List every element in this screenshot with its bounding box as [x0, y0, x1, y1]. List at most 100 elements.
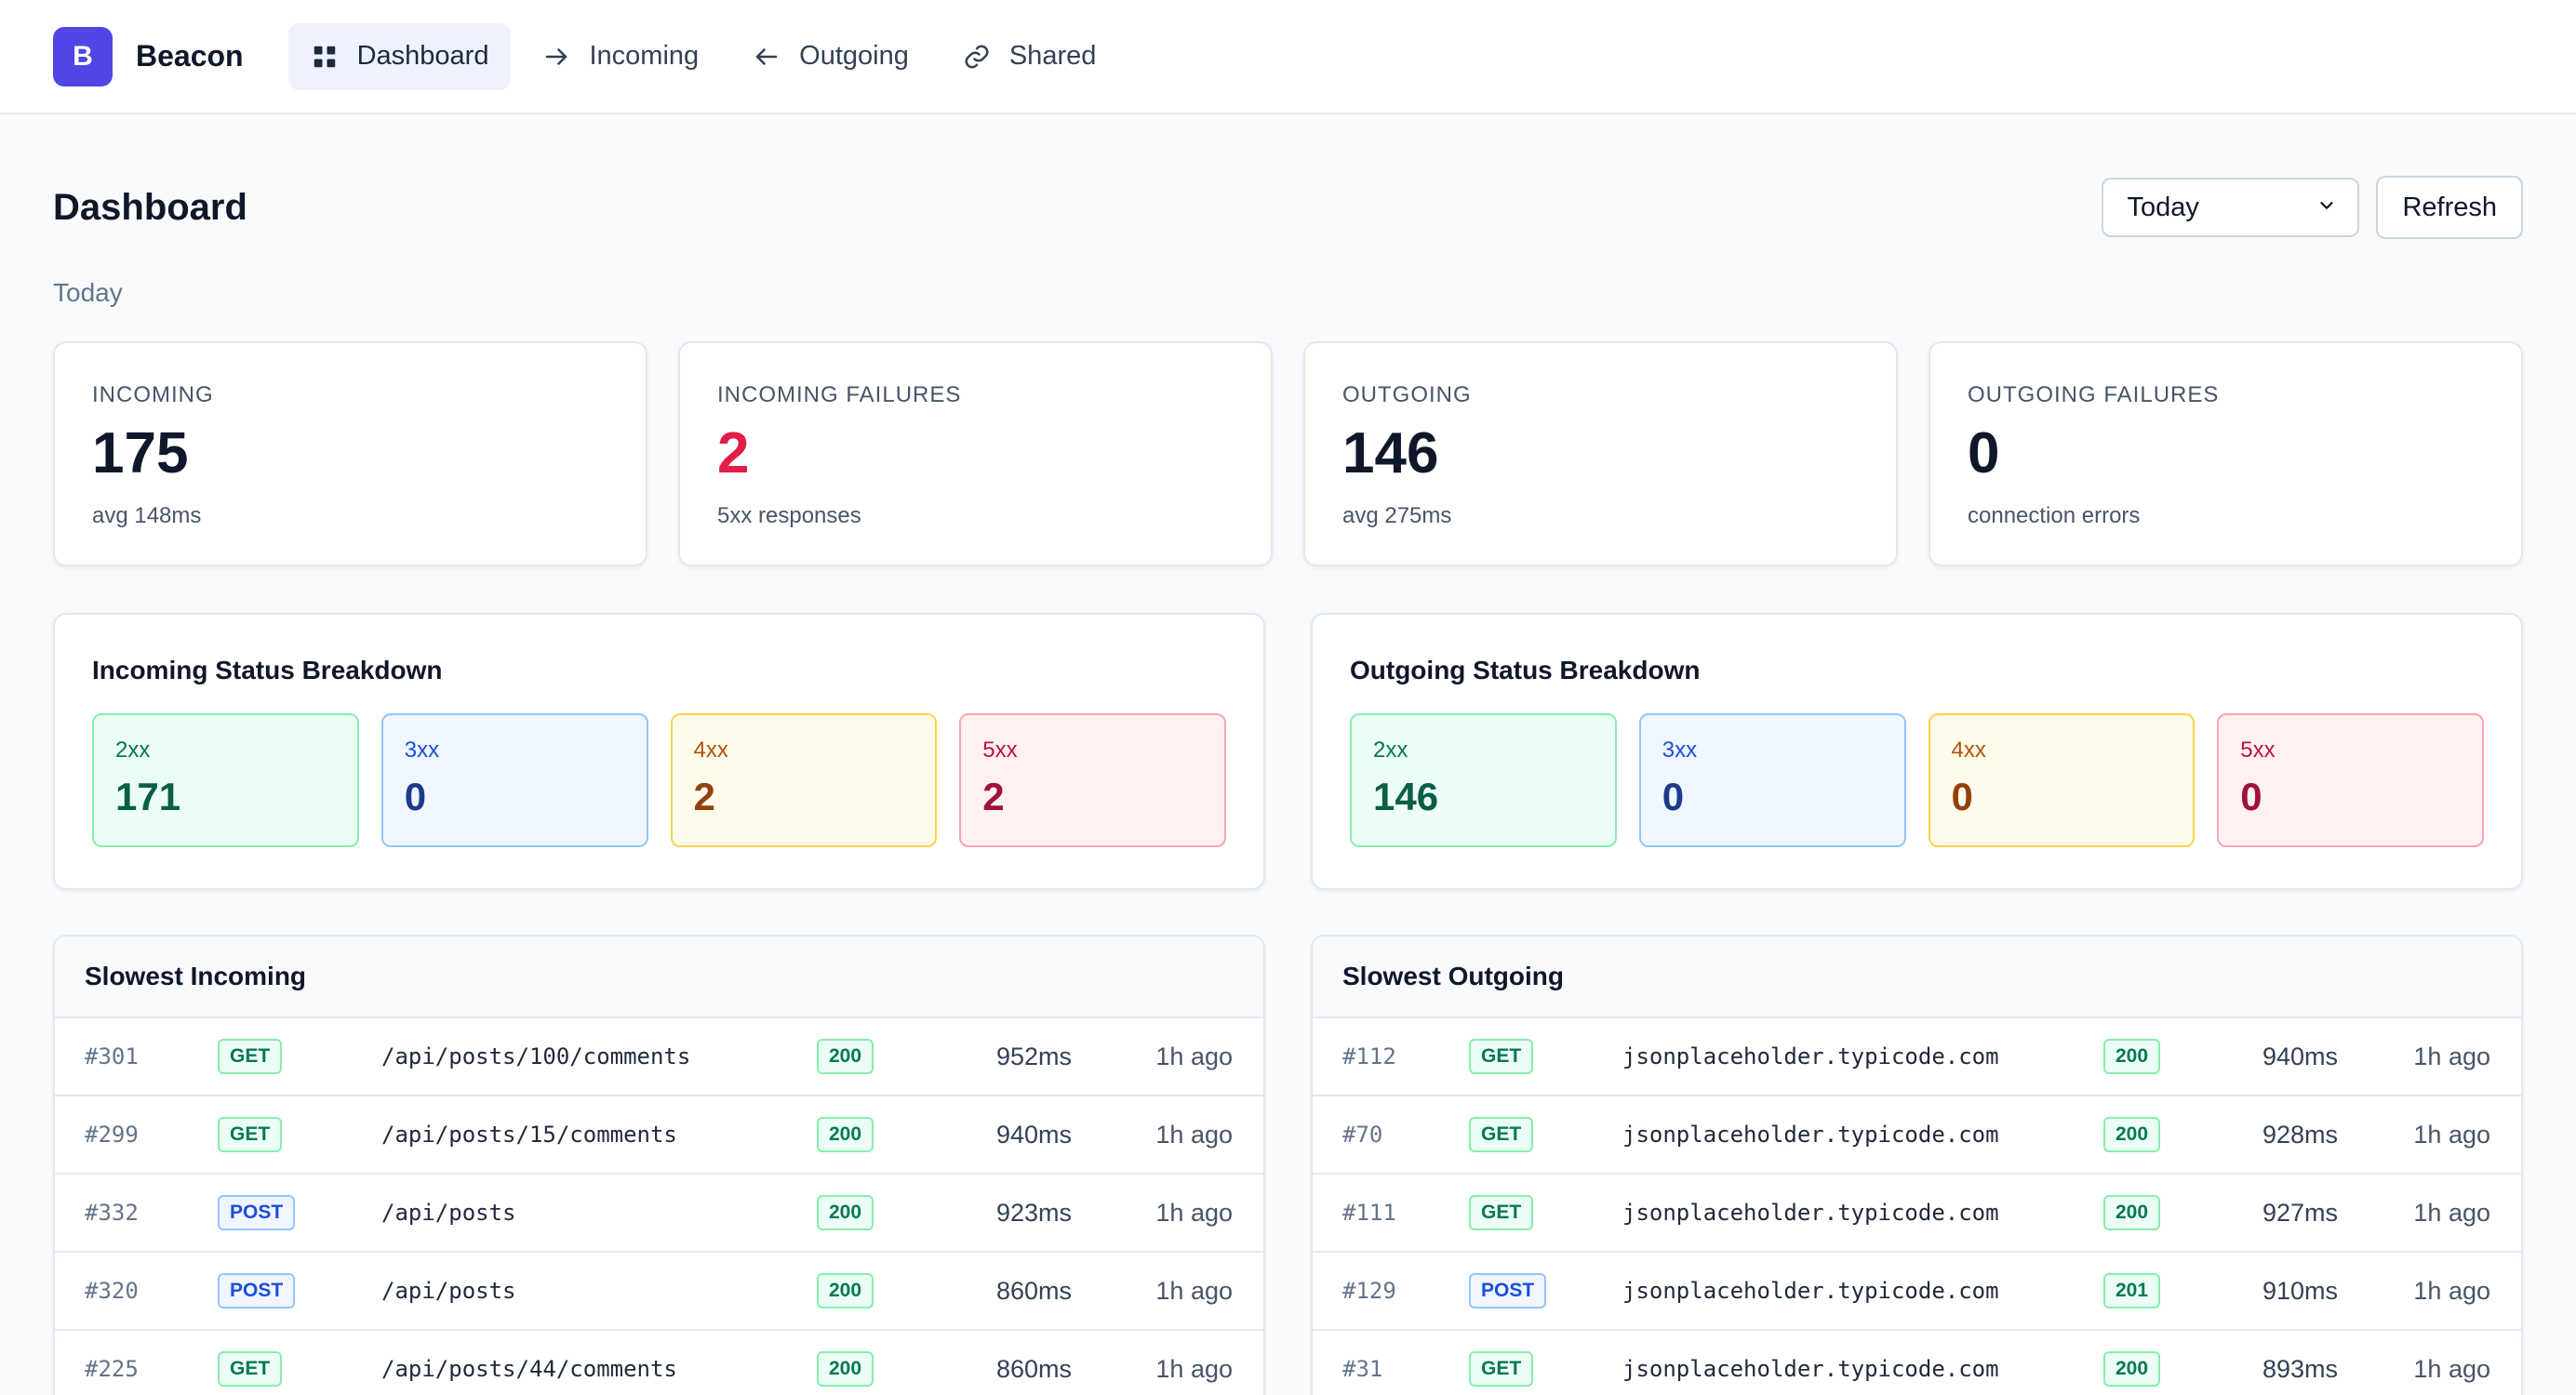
- status-badge: 200: [817, 1117, 874, 1152]
- status-tile-label: 3xx: [1662, 737, 1698, 763]
- request-path: /api/posts/44/comments: [381, 1356, 677, 1382]
- status-tile-value: 2: [982, 775, 1005, 818]
- refresh-button[interactable]: Refresh: [2376, 176, 2523, 239]
- period-select[interactable]: Today: [2102, 178, 2360, 237]
- duration: 940ms: [995, 1120, 1072, 1149]
- request-id: #70: [1342, 1122, 1383, 1148]
- brand-logo[interactable]: B: [53, 26, 113, 86]
- table-row[interactable]: #301 GET/api/posts/100/comments 200 952ms 1h…: [55, 1018, 1263, 1096]
- timestamp: 1h ago: [2413, 1276, 2490, 1305]
- nav-incoming-label: Incoming: [589, 41, 700, 71]
- arrow-left-icon: [753, 43, 781, 71]
- nav-dashboard-label: Dashboard: [356, 41, 489, 71]
- duration: 940ms: [2262, 1042, 2338, 1070]
- stat-label: OUTGOING FAILURES: [1968, 382, 2220, 407]
- table-row[interactable]: #111 GET jsonplaceholder.typicode.com 200 92…: [1313, 1175, 2521, 1253]
- method-badge: GET: [1469, 1039, 1534, 1074]
- timestamp: 1h ago: [1155, 1042, 1233, 1070]
- stat-value: 0: [1968, 421, 2000, 485]
- grid-icon: [311, 43, 339, 71]
- period-select-value: Today: [2127, 192, 2199, 222]
- duration: 893ms: [2262, 1354, 2338, 1383]
- slowest-outgoing-table: Slowest Outgoing #112 GET jsonplaceholder.…: [1311, 935, 2523, 1395]
- table-title: Slowest Incoming: [55, 937, 1263, 1018]
- status-badge: 200: [817, 1195, 874, 1230]
- stat-cards: INCOMING 175 avg 148ms INCOMING FAILURES…: [53, 341, 2523, 566]
- request-path: jsonplaceholder.typicode.com: [1622, 1043, 1999, 1070]
- stat-value: 175: [92, 421, 189, 485]
- period-label: Today: [53, 278, 123, 307]
- request-id: #129: [1342, 1278, 1396, 1304]
- table-row[interactable]: #320 POST/api/posts 200 860ms 1h ago: [55, 1253, 1263, 1331]
- duration: 860ms: [995, 1276, 1072, 1305]
- stat-subtext: connection errors: [1968, 503, 2141, 528]
- page-header: Dashboard Today Refresh: [53, 176, 2523, 239]
- table-row[interactable]: #129 POST jsonplaceholder.typicode.com 201 9…: [1313, 1253, 2521, 1331]
- table-row[interactable]: #31 GET jsonplaceholder.typicode.com 200 893…: [1313, 1331, 2521, 1395]
- status-tile-5xx: 5xx 0: [2217, 713, 2484, 847]
- duration: 923ms: [995, 1198, 1072, 1227]
- nav-dashboard[interactable]: Dashboard: [287, 22, 512, 90]
- status-badge: 201: [2103, 1273, 2161, 1309]
- outgoing-status-breakdown: Outgoing Status Breakdown 2xx 146 3xx 0 …: [1311, 613, 2523, 890]
- status-tile-4xx: 4xx 2: [670, 713, 938, 847]
- status-breakdowns: Incoming Status Breakdown 2xx 171 3xx 0 …: [53, 613, 2523, 890]
- request-id: #332: [85, 1200, 139, 1226]
- nav-shared-label: Shared: [1008, 41, 1097, 71]
- timestamp: 1h ago: [2413, 1120, 2490, 1149]
- chevron-down-icon: [2316, 193, 2337, 223]
- request-id: #320: [85, 1278, 139, 1304]
- method-badge: POST: [218, 1273, 296, 1309]
- table-row[interactable]: #112 GET jsonplaceholder.typicode.com 200 94…: [1313, 1018, 2521, 1096]
- nav-shared[interactable]: Shared: [941, 23, 1119, 90]
- status-tile-value: 2: [693, 775, 715, 818]
- stat-subtext: avg 275ms: [1342, 503, 1452, 528]
- status-tile-2xx: 2xx 146: [1350, 713, 1617, 847]
- incoming-status-breakdown: Incoming Status Breakdown 2xx 171 3xx 0 …: [53, 613, 1265, 890]
- brand-name[interactable]: Beacon: [136, 39, 244, 73]
- status-code-tiles: 2xx 171 3xx 0 4xx 2 5xx 2: [92, 713, 1226, 847]
- request-path: /api/posts/100/comments: [381, 1043, 691, 1070]
- request-path: jsonplaceholder.typicode.com: [1622, 1356, 1999, 1382]
- nav-incoming[interactable]: Incoming: [520, 23, 721, 90]
- table-body: #301 GET/api/posts/100/comments 200 952ms 1h…: [55, 1018, 1263, 1395]
- timestamp: 1h ago: [2413, 1198, 2490, 1227]
- nav-outgoing[interactable]: Outgoing: [730, 23, 931, 90]
- timestamp: 1h ago: [1155, 1198, 1233, 1227]
- top-navigation: B Beacon Dashboard Incoming Outgoing Sha…: [0, 0, 2576, 114]
- status-badge: 200: [2103, 1195, 2161, 1230]
- status-tile-label: 4xx: [1951, 737, 1986, 763]
- header-controls: Today Refresh: [2102, 176, 2523, 239]
- duration: 910ms: [2262, 1276, 2338, 1305]
- status-badge: 200: [2103, 1117, 2161, 1152]
- stat-card-outgoing: OUTGOING 146 avg 275ms: [1303, 341, 1898, 566]
- timestamp: 1h ago: [1155, 1120, 1233, 1149]
- table-row[interactable]: #225 GET/api/posts/44/comments 200 860ms 1h …: [55, 1331, 1263, 1395]
- duration: 952ms: [995, 1042, 1072, 1070]
- method-badge: GET: [218, 1039, 283, 1074]
- status-tile-3xx: 3xx 0: [1638, 713, 1906, 847]
- request-path: /api/posts: [381, 1278, 516, 1304]
- table-row[interactable]: #332 POST/api/posts 200 923ms 1h ago: [55, 1175, 1263, 1253]
- stat-label: INCOMING FAILURES: [717, 382, 962, 407]
- timestamp: 1h ago: [2413, 1042, 2490, 1070]
- stat-label: INCOMING: [92, 382, 214, 407]
- status-tile-label: 3xx: [404, 737, 440, 763]
- request-id: #111: [1342, 1200, 1396, 1226]
- status-tile-3xx: 3xx 0: [380, 713, 648, 847]
- status-badge: 200: [817, 1039, 874, 1074]
- stat-card-outgoing-failures: OUTGOING FAILURES 0 connection errors: [1929, 341, 2523, 566]
- arrow-right-icon: [542, 43, 570, 71]
- status-badge: 200: [817, 1273, 874, 1309]
- status-tile-value: 146: [1373, 775, 1439, 818]
- stat-subtext: 5xx responses: [717, 503, 861, 528]
- status-tile-value: 0: [1951, 775, 1973, 818]
- method-badge: POST: [1469, 1273, 1547, 1309]
- method-badge: GET: [218, 1117, 283, 1152]
- timestamp: 1h ago: [1155, 1276, 1233, 1305]
- table-row[interactable]: #70 GET jsonplaceholder.typicode.com 200 928…: [1313, 1096, 2521, 1175]
- duration: 928ms: [2262, 1120, 2338, 1149]
- table-row[interactable]: #299 GET/api/posts/15/comments 200 940ms 1h …: [55, 1096, 1263, 1175]
- page-title: Dashboard: [53, 186, 247, 228]
- table-title: Slowest Outgoing: [1313, 937, 2521, 1018]
